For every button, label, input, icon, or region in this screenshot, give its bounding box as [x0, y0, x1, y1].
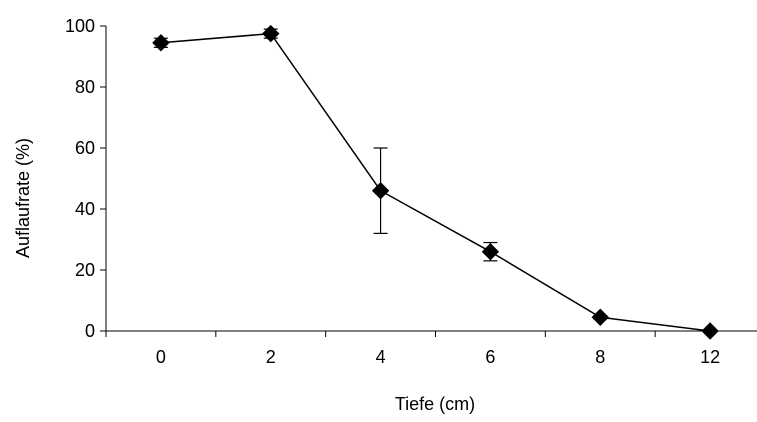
y-axis-title: Auflaufrate (%) — [13, 138, 33, 258]
data-point — [262, 24, 280, 43]
series-line — [160, 32, 711, 332]
x-tick-label: 8 — [595, 347, 605, 367]
data-point — [481, 242, 500, 261]
data-point — [591, 308, 609, 326]
data-point — [371, 181, 390, 200]
x-tick-label: 12 — [700, 347, 720, 367]
x-tick-label: 6 — [485, 347, 495, 367]
x-axis-title: Tiefe (cm) — [395, 394, 475, 414]
axes — [105, 26, 757, 332]
x-tick-label: 0 — [156, 347, 166, 367]
x-ticks: 0 2 4 6 8 12 — [105, 331, 720, 367]
series-layer — [152, 24, 719, 340]
data-point — [701, 322, 719, 340]
y-tick-label: 100 — [65, 16, 95, 36]
y-tick-label: 40 — [75, 199, 95, 219]
y-tick-label: 0 — [85, 321, 95, 341]
y-tick-label: 20 — [75, 260, 95, 280]
y-tick-label: 60 — [75, 138, 95, 158]
y-ticks: 0 20 40 60 80 100 — [65, 16, 106, 341]
data-point — [152, 34, 170, 52]
x-tick-label: 4 — [376, 347, 386, 367]
x-tick-label: 2 — [266, 347, 276, 367]
y-tick-label: 80 — [75, 77, 95, 97]
